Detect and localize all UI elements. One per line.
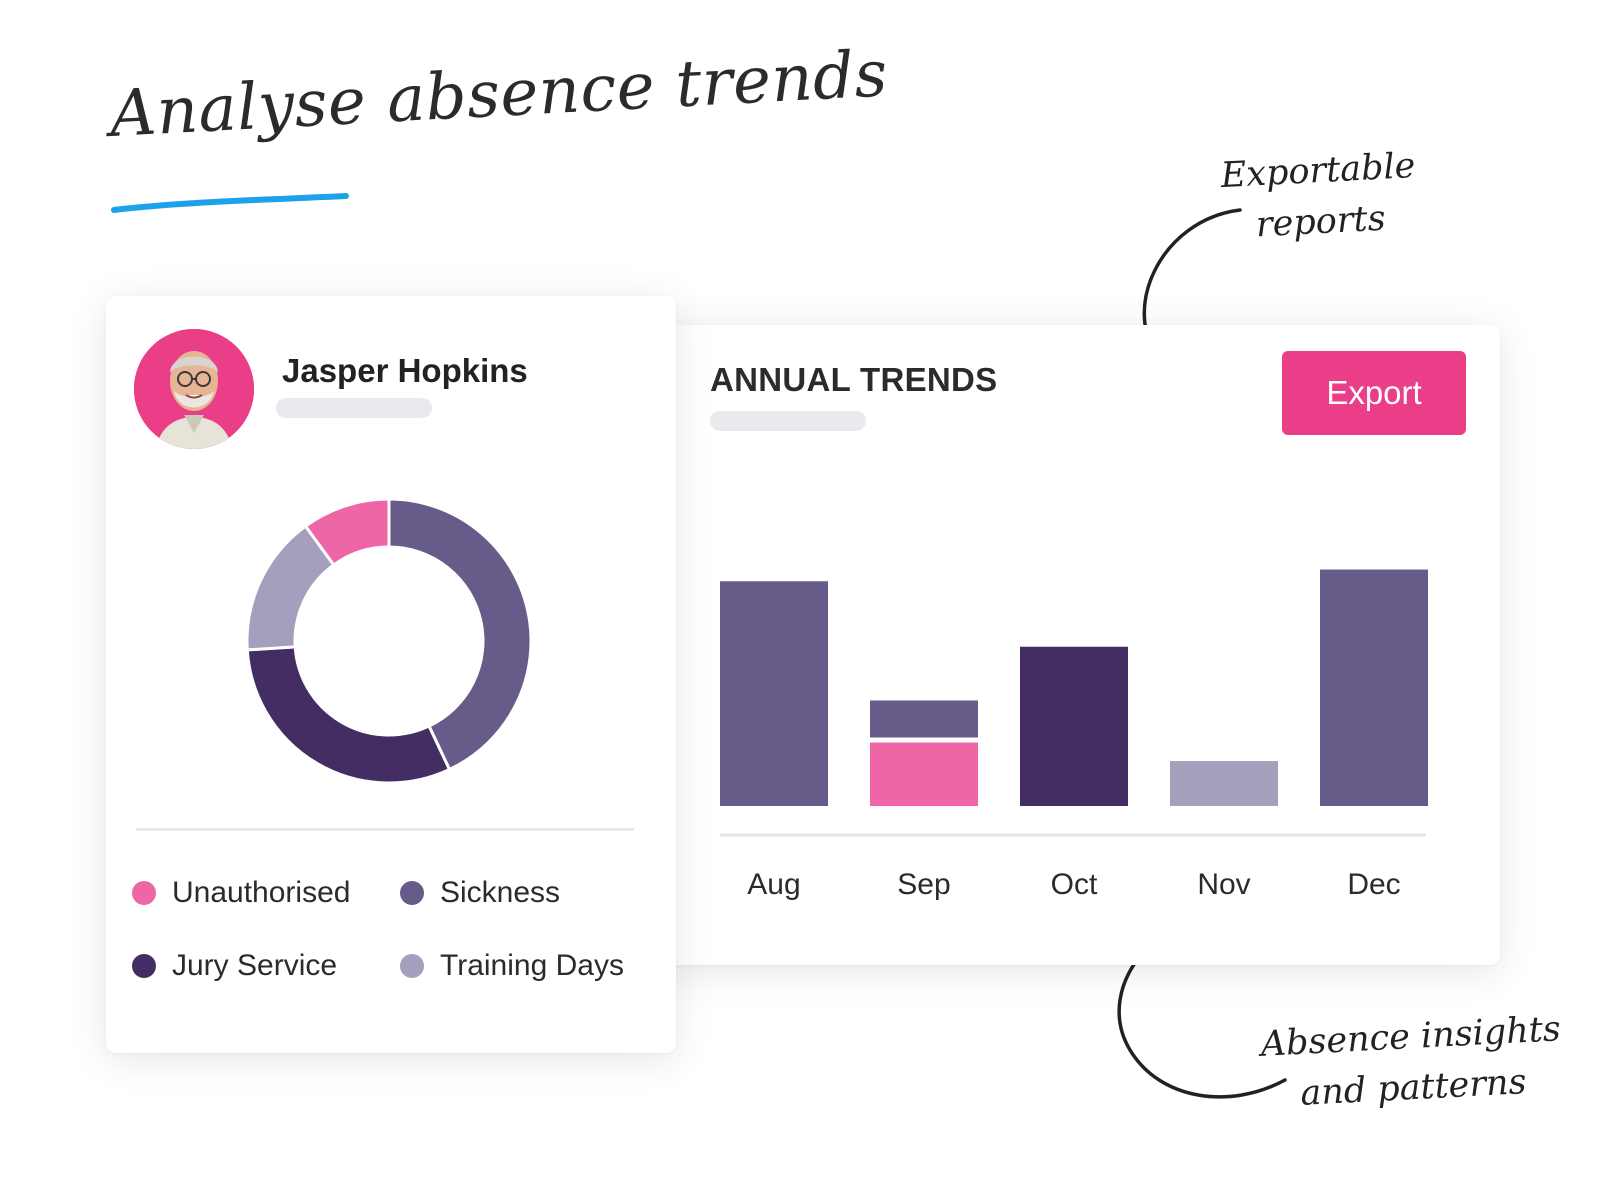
- legend-item-unauthorised: Unauthorised: [132, 876, 350, 910]
- bar-sep-unauthorised[interactable]: [870, 742, 978, 806]
- legend-label: Training Days: [440, 949, 624, 982]
- donut-slice-sickness[interactable]: [387, 497, 533, 772]
- legend-dot: [400, 881, 424, 905]
- legend-dot: [132, 881, 156, 905]
- trends-subtitle-placeholder: [710, 411, 866, 431]
- legend-label: Jury Service: [172, 949, 338, 982]
- x-tick-label: Aug: [747, 868, 800, 901]
- bar-dec-sickness[interactable]: [1320, 569, 1428, 806]
- person-photo: [134, 329, 254, 449]
- annual-trends-bar-chart: Aug Sep Oct Nov Dec: [720, 569, 1428, 901]
- bar-oct-jury-service[interactable]: [1020, 646, 1128, 806]
- absence-donut-chart: [245, 497, 533, 785]
- legend-label: Unauthorised: [172, 876, 351, 909]
- donut-slice-unauthorised[interactable]: [303, 497, 391, 568]
- card-divider: [136, 828, 634, 831]
- employee-avatar[interactable]: [134, 329, 254, 449]
- legend-item-jury-service: Jury Service: [132, 949, 337, 983]
- export-button[interactable]: Export: [1282, 351, 1466, 435]
- bar-nov-training-days[interactable]: [1170, 761, 1278, 806]
- note-line: reports: [1254, 198, 1387, 246]
- absence-insights-arrow-icon: [1117, 943, 1287, 1099]
- x-tick-label: Oct: [1051, 868, 1098, 901]
- legend-item-training-days: Training Days: [400, 949, 624, 983]
- legend-label: Sickness: [440, 876, 561, 909]
- note-line: Exportable: [1219, 145, 1417, 197]
- x-tick-label: Dec: [1347, 868, 1400, 901]
- donut-slice-jury-service[interactable]: [245, 645, 452, 785]
- absence-insights-note: Absence insights and patterns: [1260, 1004, 1565, 1121]
- legend-item-sickness: Sickness: [400, 876, 560, 910]
- headline-underline: [111, 193, 349, 213]
- employee-subtitle-placeholder: [276, 398, 432, 418]
- bar-aug-sickness[interactable]: [720, 581, 828, 806]
- trends-title: ANNUAL TRENDS: [710, 361, 998, 398]
- legend-dot: [400, 954, 424, 978]
- page-headline: Analyse absence trends: [108, 37, 890, 152]
- bar-sep-sickness[interactable]: [870, 700, 978, 738]
- legend-dot: [132, 954, 156, 978]
- annual-trends-card: ANNUAL TRENDS Export Aug Sep Oct Nov Dec: [660, 325, 1500, 965]
- employee-card: Jasper Hopkins Unauthorised Sickness Jur…: [106, 296, 676, 1053]
- x-tick-label: Nov: [1197, 868, 1250, 901]
- employee-name: Jasper Hopkins: [282, 352, 528, 389]
- x-tick-label: Sep: [897, 868, 950, 901]
